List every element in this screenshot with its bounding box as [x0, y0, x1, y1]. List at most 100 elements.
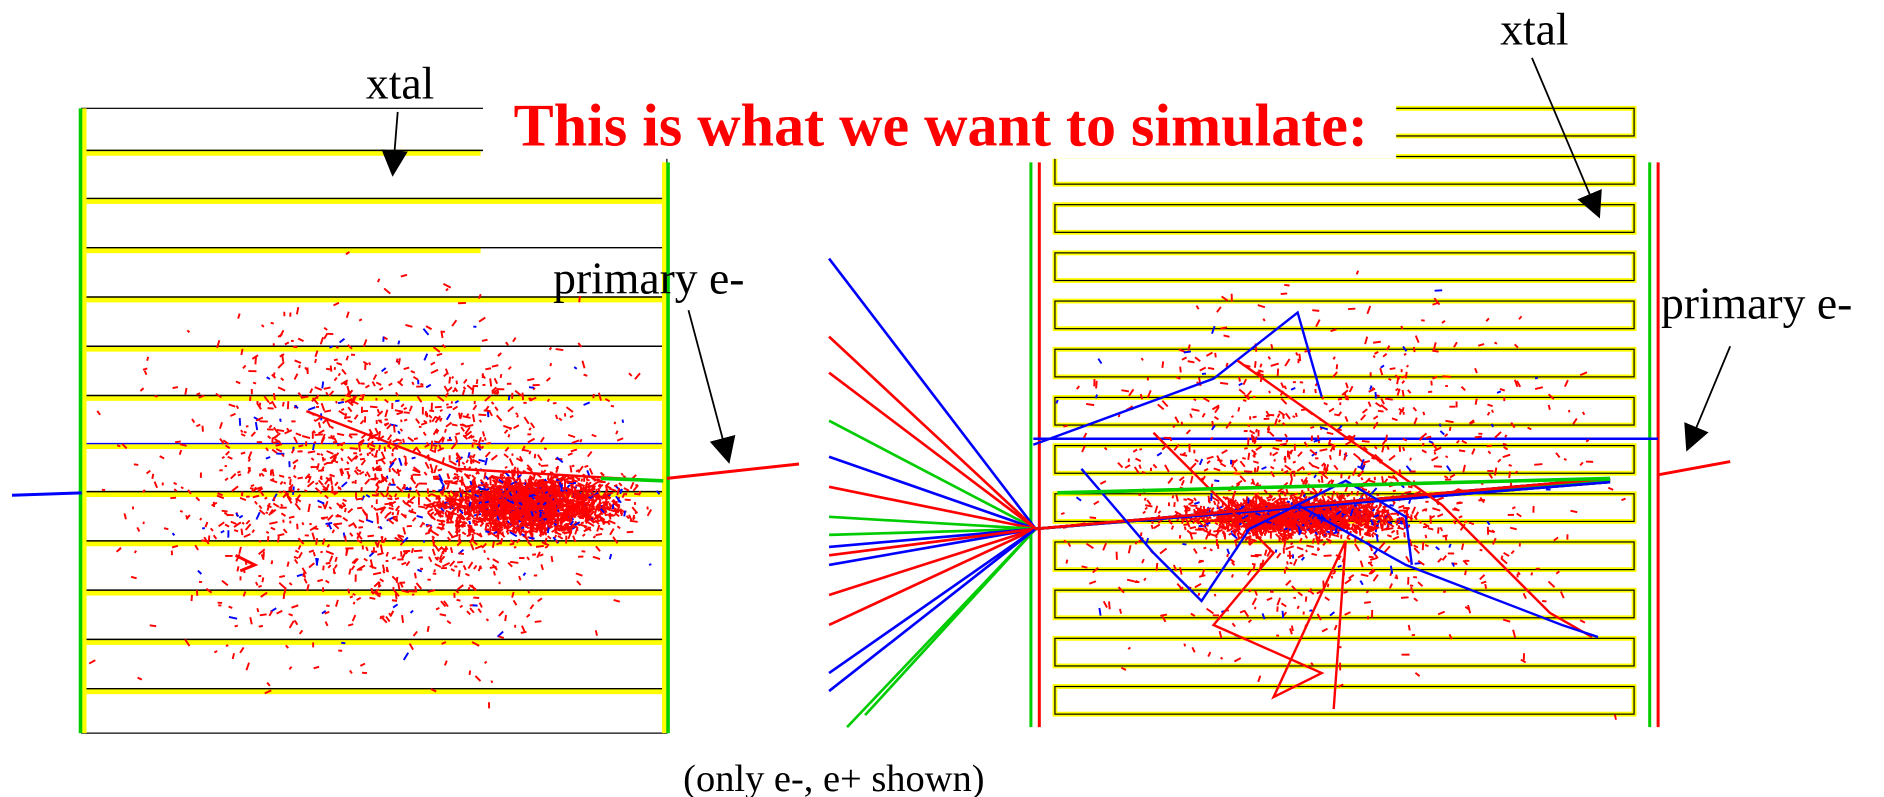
hit — [348, 509, 353, 513]
hit — [632, 507, 636, 512]
hit — [277, 611, 283, 614]
hit — [541, 465, 548, 466]
hit — [294, 476, 297, 478]
hit — [514, 547, 516, 548]
hit — [89, 660, 95, 663]
hit — [326, 581, 330, 583]
hit — [173, 387, 178, 388]
hit — [503, 426, 511, 429]
hit — [479, 318, 485, 322]
hit — [143, 368, 147, 369]
hit — [359, 520, 364, 522]
hit — [344, 469, 349, 470]
hit — [539, 463, 541, 465]
hit — [241, 529, 242, 535]
hit — [539, 498, 541, 500]
hit — [624, 488, 629, 491]
hit — [332, 485, 333, 490]
hit — [470, 481, 471, 485]
hit — [224, 512, 228, 515]
hit — [1181, 518, 1183, 519]
hit — [493, 559, 499, 563]
hit — [479, 460, 485, 462]
hit — [400, 429, 402, 431]
hit — [186, 515, 187, 518]
hit — [268, 436, 271, 438]
hit — [257, 608, 258, 612]
hit — [329, 507, 331, 509]
hit — [639, 491, 640, 494]
hit — [304, 579, 306, 584]
hit — [464, 565, 466, 570]
hit — [347, 356, 348, 360]
hit — [283, 402, 284, 406]
hit — [572, 440, 579, 443]
hit — [447, 482, 451, 484]
hit — [597, 525, 599, 531]
hit — [510, 498, 511, 501]
hit — [413, 518, 416, 522]
hit — [611, 406, 614, 407]
hit — [326, 606, 329, 607]
hit — [379, 388, 383, 390]
hit — [392, 479, 394, 484]
hit — [382, 368, 386, 371]
hit — [521, 632, 527, 633]
hit — [335, 557, 336, 562]
hit — [526, 513, 529, 514]
hit — [566, 407, 573, 412]
hit — [278, 387, 285, 390]
hit — [508, 478, 515, 479]
left-detector — [81, 108, 669, 733]
hit — [480, 420, 482, 422]
hit — [573, 499, 574, 507]
hit — [465, 425, 473, 427]
hit — [345, 536, 346, 542]
hit — [237, 566, 238, 571]
hit — [593, 536, 595, 538]
hit — [1287, 501, 1290, 502]
hit — [426, 497, 431, 502]
hit — [311, 458, 313, 460]
hit — [529, 478, 533, 479]
hit — [266, 457, 270, 459]
hit — [535, 621, 542, 622]
hit — [614, 485, 617, 486]
hit — [284, 482, 286, 483]
hit — [317, 580, 323, 581]
hit — [174, 483, 177, 485]
hit — [1382, 524, 1383, 532]
hit — [287, 562, 288, 567]
hit — [503, 519, 504, 523]
hit — [449, 377, 450, 384]
hit — [631, 482, 634, 489]
hit — [478, 609, 481, 613]
hit — [259, 506, 261, 509]
hit — [538, 455, 542, 461]
hit — [454, 474, 458, 475]
hit — [312, 533, 314, 540]
hit — [322, 403, 325, 411]
hit — [648, 509, 652, 515]
hit — [310, 389, 312, 394]
hit — [359, 398, 362, 399]
hit — [241, 349, 242, 355]
hit — [428, 509, 433, 512]
hit — [97, 411, 100, 415]
hit — [528, 591, 529, 593]
hit — [623, 476, 625, 478]
hit — [406, 561, 409, 565]
hit — [296, 433, 301, 435]
hit — [570, 416, 573, 418]
hit — [373, 573, 381, 575]
hit — [131, 577, 137, 579]
hit — [498, 354, 500, 356]
hit — [410, 406, 412, 412]
hit — [369, 453, 371, 454]
hit — [385, 410, 387, 417]
hit — [289, 517, 294, 518]
hit — [255, 501, 257, 504]
hit — [456, 381, 457, 385]
hit — [465, 574, 469, 576]
hit — [499, 611, 503, 616]
